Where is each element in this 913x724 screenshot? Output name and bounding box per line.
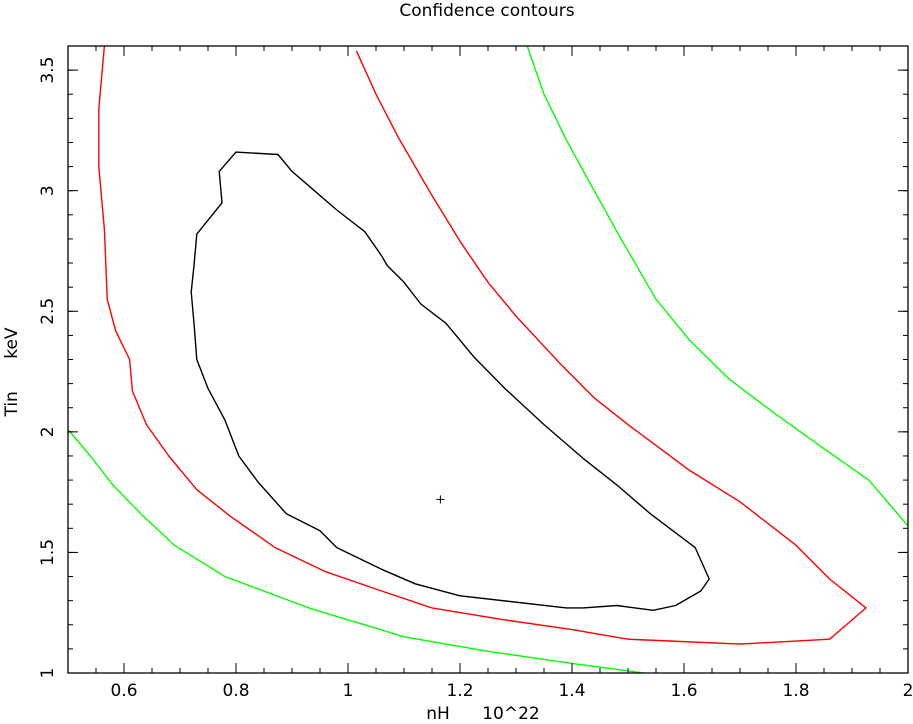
- plot-frame: [67, 45, 909, 674]
- x-axis: 0.6 0.8 1 1.2 1.4 1.6 1.8 2: [67, 46, 913, 701]
- y-tick-label: 1.5: [38, 539, 58, 566]
- x-tick-label: 1.6: [670, 681, 697, 701]
- x-tick-label: 0.8: [222, 681, 249, 701]
- x-tick-label: 0.6: [110, 681, 137, 701]
- y-tick-label: 2: [38, 426, 58, 437]
- y-tick-label: 2.5: [38, 298, 58, 325]
- x-tick-label: 2: [903, 681, 913, 701]
- contour-line-1: [190, 151, 710, 611]
- plot-content: [68, 46, 908, 673]
- best-fit-marker: [436, 495, 445, 504]
- x-axis-title: nH 10^22: [426, 704, 540, 724]
- contour-line-4: [526, 46, 908, 527]
- x-tick-label: 1.2: [446, 681, 473, 701]
- chart-title: Confidence contours: [399, 1, 574, 21]
- x-tick-label: 1.4: [558, 681, 585, 701]
- x-tick-label: 1.8: [782, 681, 809, 701]
- contour-line-2: [98, 46, 867, 645]
- x-tick-label: 1: [343, 681, 354, 701]
- contour-line-3: [68, 428, 649, 673]
- y-axis: 1 1.5 2 2.5 3 3.5: [38, 45, 908, 679]
- y-axis-title: Tin keV: [2, 327, 22, 417]
- y-tick-label: 3: [38, 185, 58, 196]
- y-tick-label: 3.5: [38, 57, 58, 84]
- y-tick-label: 1: [38, 668, 58, 679]
